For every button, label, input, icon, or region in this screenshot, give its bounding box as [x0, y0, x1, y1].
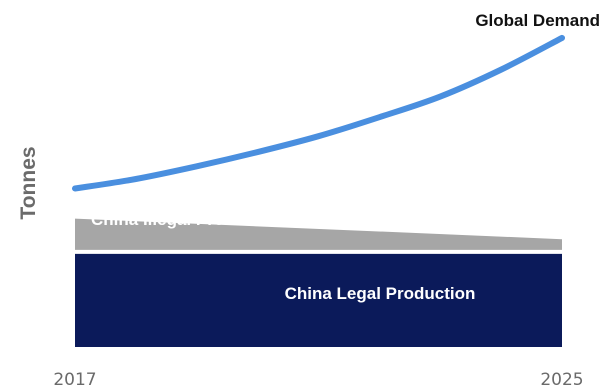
series-label-china-legal-production: China Legal Production [285, 284, 476, 303]
line-global-demand [72, 34, 565, 192]
plot-area [72, 34, 565, 347]
area-china-illegal-production [75, 218, 562, 252]
area-china-legal-production [75, 251, 562, 347]
series-label-china-illegal-production: China Illegal Production [91, 210, 286, 229]
series-label-global-demand: Global Demand [475, 11, 600, 30]
y-axis-label: Tonnes [17, 146, 40, 219]
x-tick-2017: 2017 [53, 370, 96, 390]
x-tick-2025: 2025 [540, 370, 583, 390]
